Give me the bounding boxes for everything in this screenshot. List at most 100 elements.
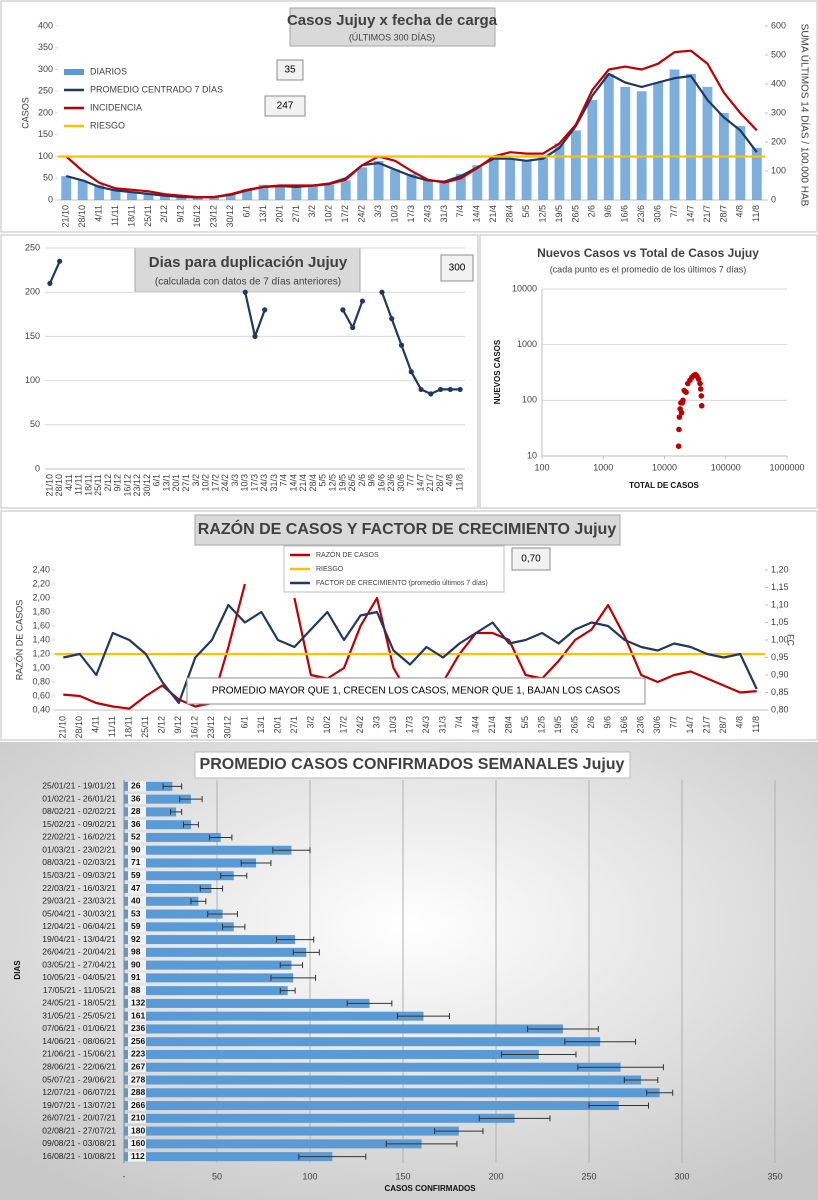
- x-tick-label: 4/8: [445, 474, 455, 487]
- y-tick-label: 22/02/21 - 16/02/21: [42, 832, 116, 842]
- x-tick-label: 3/3: [230, 474, 240, 487]
- x-tick-label: 24/3: [422, 205, 432, 223]
- panel: [479, 234, 818, 509]
- y-tick-label: 17/05/21 - 11/05/21: [43, 985, 116, 995]
- y2-tick-label: 500: [771, 49, 786, 59]
- x-tick-label: 16/12: [192, 205, 202, 228]
- y-tick-label: 150: [25, 331, 40, 341]
- marker: [437, 386, 444, 393]
- y-tick-label: 0,60: [32, 690, 50, 700]
- chart-subtitle: (calculada con datos de 7 días anteriore…: [155, 277, 341, 288]
- bar: [124, 807, 177, 817]
- bar: [554, 143, 565, 200]
- x-tick-label: 21/4: [488, 205, 498, 223]
- value-label: 59: [131, 870, 141, 880]
- bar: [124, 884, 212, 894]
- y2-axis-label: SUMA ÚLTIMOS 14 DÍAS / 100.000 HAB: [798, 24, 811, 207]
- y-tick-label: 1,20: [32, 648, 50, 658]
- x-tick-label: 21/4: [298, 474, 308, 492]
- x-tick-label: 14/4: [470, 716, 480, 734]
- bar: [209, 196, 220, 200]
- y-tick-label: 0: [35, 463, 40, 473]
- chart-title: PROMEDIO CASOS CONFIRMADOS SEMANALES Juj…: [200, 756, 625, 773]
- legend-label: INCIDENCIA: [90, 102, 142, 112]
- label-bg: [128, 934, 146, 945]
- x-tick-label: 30/12: [225, 205, 235, 228]
- line: [63, 603, 758, 705]
- bar: [636, 91, 647, 200]
- y-tick-label: 24/05/21 - 18/05/21: [42, 998, 116, 1008]
- y-tick-label: 2,40: [32, 564, 50, 574]
- x-tick-label: 14/7: [415, 474, 425, 492]
- x-tick-label: 30/6: [396, 474, 406, 492]
- bar: [124, 1024, 563, 1034]
- x-tick-label: 300: [674, 1171, 689, 1181]
- point: [678, 409, 685, 416]
- y-tick-label: 150: [38, 129, 53, 139]
- legend-label: DIARIOS: [90, 66, 127, 76]
- x-tick-label: 10/2: [201, 474, 211, 492]
- value-label: 91: [131, 972, 141, 982]
- label-bg: [128, 1011, 146, 1022]
- x-tick-label: 28/10: [54, 474, 64, 497]
- x-tick-label: 17/2: [340, 205, 350, 223]
- x-tick-label: 100000: [711, 462, 741, 472]
- x-tick-label: 2/6: [357, 474, 367, 487]
- x-tick-label: 17/3: [406, 205, 416, 223]
- value-label: 210: [131, 1113, 145, 1123]
- x-tick-label: 11/8: [751, 716, 761, 733]
- marker: [359, 298, 366, 304]
- y2-tick-label: 1,05: [771, 617, 789, 627]
- y-tick-label: 21/06/21 - 15/06/21: [42, 1049, 116, 1059]
- x-tick-label: 25/11: [143, 205, 153, 227]
- point: [680, 397, 686, 404]
- y-axis-label: RAZÓN DE CASOS: [14, 600, 24, 681]
- bar: [176, 196, 187, 200]
- bar: [439, 180, 450, 200]
- x-tick-label: 11/8: [751, 205, 761, 222]
- label-bg: [128, 960, 146, 971]
- bar: [77, 180, 88, 200]
- x-tick-label: 23/6: [636, 716, 646, 734]
- y-tick-label: 08/02/21 - 02/02/21: [42, 806, 116, 816]
- y-tick-label: 07/06/21 - 01/06/21: [42, 1023, 116, 1033]
- chart-subtitle: (cada punto es el promedio de los último…: [550, 264, 747, 274]
- marker: [398, 342, 405, 348]
- point: [683, 389, 689, 395]
- bar: [603, 73, 614, 200]
- marker: [340, 307, 346, 313]
- x-tick-label: 21/4: [487, 716, 497, 734]
- value-label: 98: [131, 947, 141, 957]
- bar: [110, 189, 121, 200]
- x-tick-label: 31/3: [437, 716, 447, 734]
- legend-label: RIESGO: [90, 120, 125, 130]
- marker: [252, 333, 258, 339]
- label-bg: [128, 1049, 146, 1060]
- bar: [124, 871, 234, 881]
- bar: [324, 184, 335, 200]
- bar: [124, 973, 294, 983]
- y2-axis-label: FC: [786, 634, 796, 646]
- label-bg: [128, 985, 146, 996]
- x-tick-label: 30/6: [652, 716, 662, 734]
- bar: [124, 781, 173, 791]
- bar: [124, 986, 288, 996]
- x-tick-label: 2/12: [103, 474, 113, 492]
- bar: [124, 845, 292, 855]
- x-tick-label: -: [123, 1171, 126, 1181]
- y2-tick-label: 0,95: [771, 652, 789, 662]
- bar: [669, 69, 680, 200]
- y-tick-label: 300: [38, 64, 53, 74]
- y-tick-label: 22/03/21 - 16/03/21: [42, 883, 116, 893]
- marker: [262, 307, 268, 313]
- x-tick-label: 11/11: [74, 474, 84, 495]
- marker: [47, 280, 53, 286]
- label-bg: [128, 883, 146, 894]
- bar: [124, 896, 199, 906]
- y-tick-label: 16/08/21 - 10/08/21: [42, 1151, 116, 1161]
- annotation: 300: [449, 263, 466, 274]
- point: [698, 402, 705, 409]
- chart-title: Casos Jujuy x fecha de carga: [287, 12, 498, 29]
- bar: [275, 186, 285, 200]
- value-label: 180: [131, 1125, 145, 1135]
